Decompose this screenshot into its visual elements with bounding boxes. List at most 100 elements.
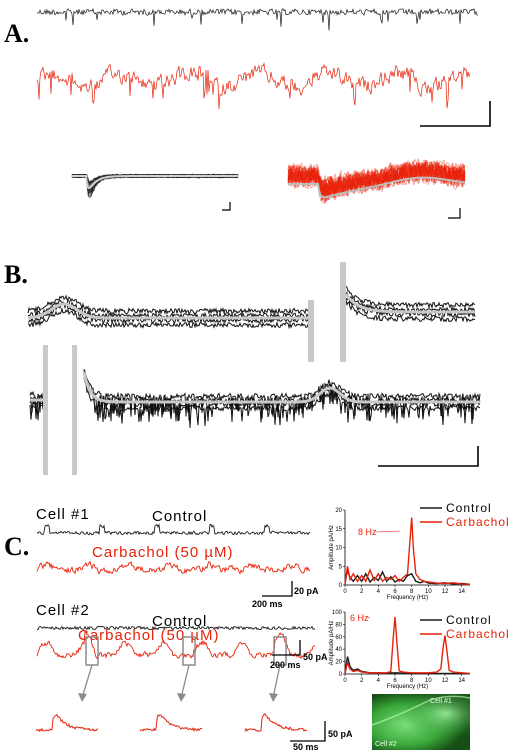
peak-annotation: 6 Hz: [350, 613, 369, 623]
cell2-scale-current: 50 pA: [303, 652, 328, 662]
peak-annotation-line: [367, 616, 371, 619]
zoom-arrowhead-3: [269, 693, 278, 702]
panel-b-sweep: [83, 376, 480, 428]
panel-c-label: C.: [4, 532, 29, 561]
legend-label: Control: [446, 501, 492, 515]
series-line-control: [344, 656, 471, 675]
series-line-carbachol: [344, 616, 471, 675]
panel-b-stim-artifact-2: [340, 262, 346, 362]
fluorescence-label-cell1: Cell #1: [430, 698, 452, 705]
zoom-scale-bar: [290, 721, 326, 742]
zoom-scale-current: 50 pA: [328, 729, 353, 739]
cell2-scale-time: 200 ms: [270, 660, 301, 670]
cell1-control-label: Control: [152, 508, 207, 525]
y-tick-label: 60: [335, 635, 342, 641]
zoom-scale-time: 50 ms: [293, 742, 319, 750]
x-tick-label: 10: [425, 589, 432, 595]
cell1-scale-time: 200 ms: [252, 599, 283, 609]
x-tick-label: 6: [393, 678, 397, 684]
cell1-scale-current: 20 pA: [294, 586, 319, 596]
y-tick-label: 5: [339, 564, 343, 570]
cell2-carbachol-label: Carbachol (50 µM): [78, 627, 220, 644]
fluorescence-process: [371, 695, 471, 726]
panel-a-carbachol-average: [288, 176, 466, 199]
panel-b-scale-bar: [378, 446, 479, 467]
panel-b-label: B.: [4, 260, 28, 289]
legend-label: Carbachol: [446, 627, 510, 641]
x-tick-label: 12: [442, 678, 449, 684]
cell1-control-trace: [36, 523, 311, 536]
y-axis-label: Amplitude pA/Hz: [329, 525, 335, 570]
legend-label: Control: [446, 613, 492, 627]
x-axis-label: Frequency (Hz): [387, 595, 428, 601]
panel-b-trace-bottom: [29, 368, 481, 428]
fluorescence-image-highlight: [372, 694, 470, 750]
panel-b-average: [28, 302, 310, 320]
panel-b-stim-artifact-3: [43, 345, 48, 475]
x-tick-label: 4: [377, 589, 381, 595]
panel-a-carbachol-overlay: [287, 157, 466, 205]
peak-annotation: 8 Hz: [358, 527, 377, 537]
zoom-arrow-3: [272, 664, 281, 699]
panel-a-label: A.: [4, 19, 29, 48]
fluorescence-label-cell2: Cell #2: [375, 741, 397, 748]
zoom-arrowhead-1: [78, 693, 87, 702]
x-tick-label: 8: [410, 589, 414, 595]
panel-b-sweep: [83, 370, 481, 418]
panel-a-overlay-scale-left: [222, 202, 231, 211]
y-tick-label: 40: [335, 647, 342, 653]
x-tick-label: 0: [343, 678, 347, 684]
x-tick-label: 6: [393, 589, 397, 595]
zoomed-event-3: [244, 713, 308, 732]
panel-b-stim-artifact-1: [308, 300, 314, 362]
zoomed-event-2: [139, 714, 203, 732]
panel-a-carbachol-sweep: [287, 159, 466, 200]
cell1-carbachol-trace: [36, 560, 311, 575]
panel-b-sweep: [29, 402, 46, 421]
x-tick-label: 10: [425, 678, 432, 684]
peak-annotation-line: [375, 530, 401, 533]
y-tick-label: 0: [339, 672, 343, 678]
panel-b-sweep: [27, 306, 311, 330]
x-axis-label: Frequency (Hz): [387, 684, 428, 690]
x-tick-label: 4: [377, 678, 381, 684]
y-tick-label: 20: [335, 508, 342, 514]
series-line-carbachol: [344, 517, 471, 585]
panel-a-control-average: [72, 175, 238, 190]
cell2-control-label: Control: [152, 613, 207, 630]
x-tick-label: 14: [458, 678, 465, 684]
cell1-carbachol-label: Carbachol (50 µM): [92, 544, 234, 561]
cell1-scale-bar: [262, 581, 293, 597]
zoom-arrow-2: [180, 664, 190, 699]
legend-label: Carbachol: [446, 515, 510, 529]
cell1-label: Cell #1: [36, 506, 90, 523]
panel-a-carbachol-sweep: [287, 158, 466, 201]
x-tick-label: 0: [343, 589, 347, 595]
panel-b-average: [82, 371, 480, 404]
y-tick-label: 10: [335, 546, 342, 552]
cell2-scale-bar: [272, 640, 301, 656]
panel-b-sweep: [345, 285, 476, 310]
panel-a-overlay-scale-right: [448, 208, 461, 219]
spectrum-chart-cell1: 0 5 10 15 20 0 2 4 6 8 10 12 14 Frequency (Hz) Amplitu…: [329, 501, 510, 601]
x-tick-label: 8: [410, 678, 414, 684]
y-tick-label: 80: [335, 622, 342, 628]
x-tick-label: 2: [360, 678, 364, 684]
panel-a-carbachol-sweep: [287, 161, 466, 194]
cell2-control-trace: [36, 625, 316, 631]
panel-a-carbachol-trace: [36, 62, 471, 110]
zoom-arrowhead-2: [177, 693, 186, 702]
y-tick-label: 0: [339, 583, 343, 589]
spectrum-chart-cell2: 0 20 40 60 80 100 0 2 4 6 8 10 12 14 Frequency (Hz) Amp…: [329, 610, 510, 690]
panel-a-scale-bar: [420, 101, 491, 127]
panel-a-control-trace: [37, 7, 479, 31]
x-tick-label: 12: [442, 589, 449, 595]
panel-b-trace-top-left: [27, 294, 311, 330]
y-tick-label: 20: [335, 660, 342, 666]
zoomed-event-1: [35, 713, 99, 733]
panel-b-sweep: [345, 296, 476, 318]
zoom-arrow-1: [81, 664, 93, 699]
cell2-carbachol-trace: [36, 631, 316, 660]
panel-a-control-overlay: [71, 173, 239, 198]
